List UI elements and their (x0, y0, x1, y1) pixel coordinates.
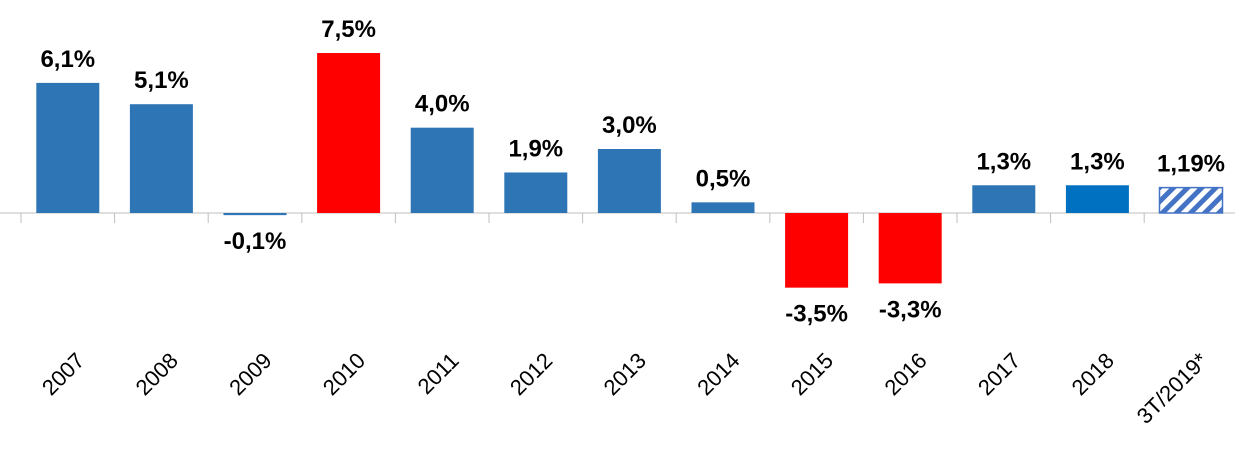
x-tick-label: 2007 (37, 348, 89, 400)
value-label: -3,3% (879, 296, 942, 323)
bar (36, 82, 100, 214)
x-tick-label: 2015 (786, 348, 838, 400)
value-label: 1,9% (508, 135, 563, 162)
x-tick-label: 2012 (505, 348, 557, 400)
bar (129, 104, 193, 213)
value-label: -3,5% (785, 301, 848, 328)
bar (410, 127, 474, 213)
x-tick-label: 2013 (599, 348, 651, 400)
bar (972, 185, 1036, 213)
bar (878, 213, 942, 284)
bar (785, 213, 849, 288)
value-label: 3,0% (602, 112, 657, 139)
x-tick-label: 2018 (1067, 348, 1119, 400)
value-label: 1,3% (976, 148, 1031, 175)
bar (1065, 185, 1129, 213)
x-tick-label: 2008 (131, 348, 183, 400)
bar (691, 202, 755, 213)
value-label: 4,0% (415, 91, 470, 118)
value-label: 0,5% (696, 165, 751, 192)
bar (597, 149, 661, 213)
bar (223, 213, 287, 216)
value-label: -0,1% (224, 228, 287, 255)
x-tick-label: 2011 (413, 348, 464, 399)
value-label: 7,5% (321, 16, 376, 43)
value-label: 1,19% (1157, 151, 1225, 178)
x-tick-label: 2009 (224, 348, 276, 400)
bar (317, 53, 381, 214)
x-tick-label: 2016 (879, 348, 931, 400)
x-tick-label: 2014 (692, 348, 744, 400)
bar (504, 172, 568, 213)
x-tick-label: 2010 (318, 348, 370, 400)
x-tick-label: 2017 (973, 348, 1025, 400)
value-label: 1,3% (1070, 148, 1125, 175)
x-tick-label: 3T/2019* (1132, 348, 1213, 429)
value-label: 6,1% (40, 46, 95, 73)
value-label: 5,1% (134, 67, 189, 94)
bar (1158, 186, 1224, 214)
